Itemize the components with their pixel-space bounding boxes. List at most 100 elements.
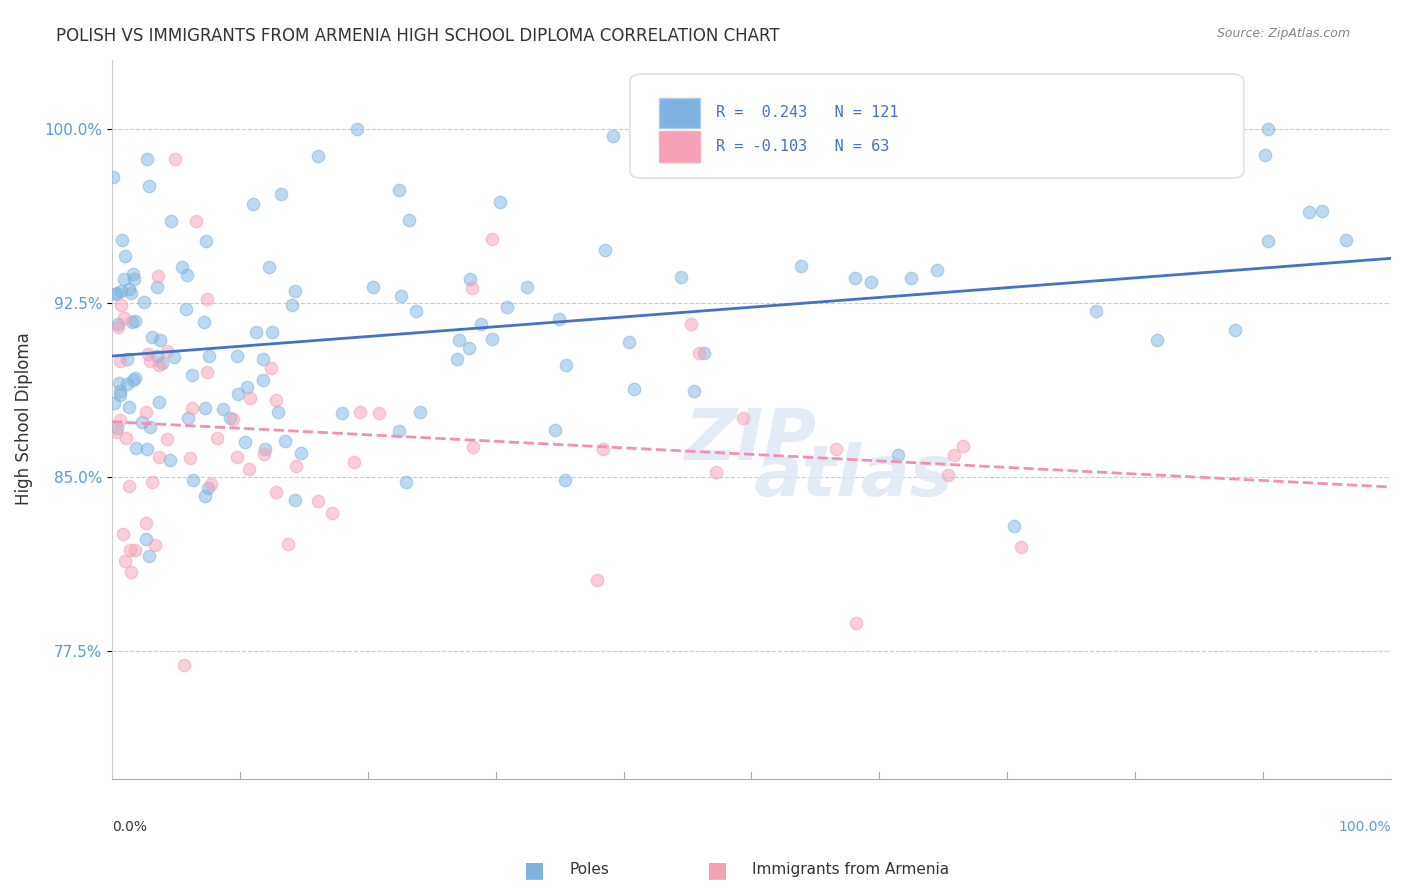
Point bbox=[859, 275, 882, 289]
Point bbox=[122, 272, 145, 286]
Point bbox=[124, 371, 146, 385]
FancyBboxPatch shape bbox=[659, 98, 700, 128]
Point bbox=[180, 401, 202, 415]
Text: Source: ZipAtlas.com: Source: ZipAtlas.com bbox=[1216, 27, 1350, 40]
Point bbox=[388, 424, 411, 438]
Point bbox=[321, 506, 343, 520]
Point bbox=[180, 368, 202, 383]
Point bbox=[139, 419, 162, 434]
Point bbox=[179, 450, 201, 465]
Point bbox=[197, 349, 219, 363]
Point bbox=[264, 393, 287, 408]
Point bbox=[218, 410, 240, 425]
Point bbox=[845, 616, 868, 631]
Point bbox=[148, 394, 170, 409]
Point bbox=[238, 461, 260, 475]
Point bbox=[195, 366, 218, 380]
Point bbox=[114, 554, 136, 568]
Point bbox=[264, 484, 287, 499]
Point bbox=[284, 493, 307, 508]
Point bbox=[117, 351, 139, 366]
Point bbox=[110, 297, 132, 311]
Point bbox=[118, 400, 141, 414]
Point bbox=[239, 391, 262, 405]
Point bbox=[194, 489, 217, 503]
Point bbox=[131, 415, 153, 429]
Text: 100.0%: 100.0% bbox=[1339, 821, 1391, 834]
Point bbox=[544, 423, 567, 437]
Text: ■: ■ bbox=[524, 860, 544, 880]
Point bbox=[887, 448, 910, 462]
Point bbox=[266, 405, 288, 419]
Point bbox=[1085, 303, 1108, 318]
Point bbox=[118, 282, 141, 296]
Point bbox=[458, 341, 481, 355]
Point bbox=[1254, 148, 1277, 162]
Point bbox=[136, 152, 159, 166]
Point bbox=[105, 421, 128, 435]
Point bbox=[146, 349, 169, 363]
Point bbox=[138, 179, 160, 194]
Point bbox=[270, 186, 292, 201]
Point bbox=[688, 346, 710, 360]
Point bbox=[253, 447, 276, 461]
Point bbox=[290, 445, 312, 459]
Point bbox=[105, 285, 128, 300]
Point bbox=[585, 573, 607, 587]
Point bbox=[148, 358, 170, 372]
Point bbox=[307, 149, 329, 163]
Point bbox=[936, 468, 959, 483]
Point bbox=[114, 272, 136, 286]
Point bbox=[101, 169, 124, 184]
Point bbox=[165, 152, 187, 166]
Point bbox=[112, 527, 135, 541]
Point bbox=[226, 450, 249, 464]
Point bbox=[789, 259, 811, 273]
Point bbox=[242, 196, 264, 211]
Point bbox=[389, 289, 412, 303]
Point bbox=[111, 233, 134, 247]
Point bbox=[120, 286, 142, 301]
Point bbox=[103, 396, 125, 410]
Point bbox=[547, 312, 569, 326]
Point bbox=[170, 260, 193, 274]
Point bbox=[349, 405, 371, 419]
Point bbox=[235, 434, 257, 449]
Point bbox=[134, 295, 156, 310]
Point bbox=[120, 543, 142, 558]
Point bbox=[1010, 540, 1032, 554]
Point bbox=[446, 351, 468, 366]
Point bbox=[118, 479, 141, 493]
Point bbox=[136, 347, 159, 361]
Point bbox=[121, 267, 143, 281]
Text: R = -0.103   N = 63: R = -0.103 N = 63 bbox=[716, 139, 889, 154]
Point bbox=[447, 333, 470, 347]
Point bbox=[481, 232, 503, 246]
Point bbox=[398, 212, 420, 227]
Point bbox=[260, 360, 283, 375]
Point bbox=[1298, 204, 1320, 219]
Point bbox=[148, 450, 170, 465]
Point bbox=[115, 431, 138, 445]
Point bbox=[1257, 122, 1279, 136]
Point bbox=[733, 411, 755, 425]
Point bbox=[245, 325, 267, 339]
Point bbox=[124, 314, 146, 328]
Point bbox=[602, 128, 624, 143]
Point bbox=[825, 442, 848, 457]
Point bbox=[281, 297, 304, 311]
Text: atlas: atlas bbox=[754, 442, 953, 511]
Point bbox=[138, 549, 160, 563]
Point bbox=[307, 494, 329, 508]
Point bbox=[253, 442, 276, 456]
Point bbox=[554, 473, 576, 487]
Point bbox=[146, 280, 169, 294]
Point bbox=[925, 263, 948, 277]
Point bbox=[159, 453, 181, 467]
Point bbox=[277, 537, 299, 551]
Point bbox=[262, 325, 284, 339]
Point bbox=[212, 402, 235, 417]
Point bbox=[516, 279, 538, 293]
Text: ■: ■ bbox=[707, 860, 727, 880]
Point bbox=[155, 344, 177, 359]
